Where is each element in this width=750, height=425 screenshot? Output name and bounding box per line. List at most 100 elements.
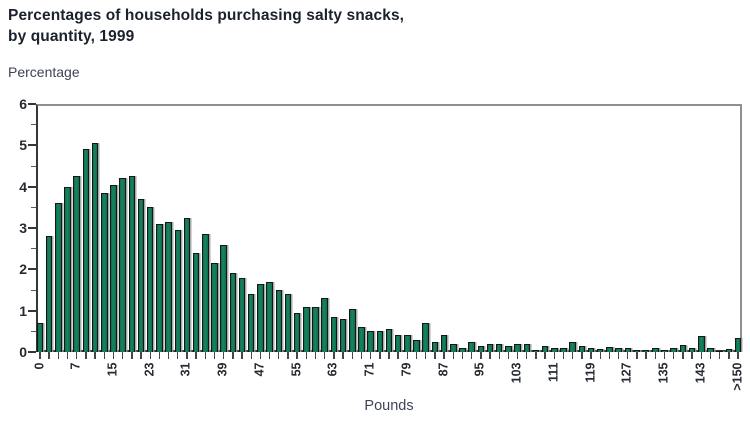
bar — [128, 176, 136, 352]
bar — [321, 298, 328, 352]
plot-area — [36, 104, 742, 352]
x-tick — [388, 352, 390, 359]
bar — [101, 192, 108, 352]
x-tick — [571, 352, 574, 359]
y-tick — [28, 227, 36, 229]
bar — [36, 323, 44, 352]
x-tick — [232, 352, 234, 359]
chart-title-line2: by quantity, 1999 — [8, 28, 135, 45]
bar — [45, 236, 53, 352]
bar — [275, 290, 283, 352]
bar — [312, 306, 319, 352]
x-tick — [195, 352, 197, 359]
x-tick — [535, 352, 537, 359]
y-tick-label: 1 — [19, 302, 27, 319]
bar — [679, 344, 687, 352]
bar — [514, 343, 521, 352]
bar — [202, 234, 209, 352]
y-tick — [28, 268, 36, 271]
y-minor-tick — [31, 248, 36, 250]
x-tick — [351, 352, 353, 359]
x-tick — [507, 352, 510, 359]
x-tick — [278, 352, 280, 359]
x-tick — [158, 352, 161, 359]
x-tick — [470, 352, 473, 359]
x-tick — [406, 352, 409, 359]
bar — [165, 221, 172, 352]
x-tick — [461, 352, 464, 359]
bar — [642, 349, 650, 352]
x-tick — [562, 352, 565, 359]
x-tick — [250, 352, 252, 359]
x-tick — [434, 352, 436, 359]
x-tick — [112, 352, 115, 359]
x-tick — [608, 352, 611, 359]
bar — [192, 252, 200, 352]
bar — [146, 207, 154, 352]
bar — [725, 349, 733, 352]
bar — [578, 345, 586, 352]
bar — [541, 345, 549, 352]
bar — [119, 178, 126, 352]
bar — [652, 347, 659, 352]
bar — [670, 347, 677, 352]
x-tick — [259, 352, 262, 359]
y-axis-title: Percentage — [8, 64, 80, 80]
x-tick — [663, 352, 666, 359]
bar — [716, 350, 723, 352]
x-tick — [452, 352, 454, 359]
bar — [505, 345, 512, 352]
bar — [303, 306, 310, 352]
x-tick — [654, 352, 657, 359]
bar — [82, 149, 90, 352]
x-tick — [213, 352, 216, 359]
bar — [257, 283, 264, 352]
bar — [55, 203, 62, 352]
bar — [707, 347, 714, 352]
y-tick — [28, 103, 36, 105]
x-tick — [76, 352, 78, 359]
x-tick — [397, 352, 399, 359]
x-tick — [360, 352, 363, 359]
x-tick — [103, 352, 105, 359]
bar — [211, 263, 218, 352]
bar — [431, 341, 439, 352]
x-tick — [333, 352, 335, 359]
x-tick — [636, 352, 638, 359]
bar — [137, 199, 145, 352]
x-tick — [682, 352, 684, 359]
x-tick — [581, 352, 583, 359]
bar — [596, 349, 604, 352]
x-tick — [443, 352, 445, 359]
x-tick — [544, 352, 546, 359]
bar — [174, 230, 181, 352]
x-tick — [526, 352, 528, 359]
bar — [486, 343, 494, 352]
chart-title-line1: Percentages of households purchasing sal… — [8, 7, 405, 24]
y-minor-tick — [31, 124, 36, 126]
x-tick — [599, 352, 601, 359]
bar — [734, 337, 742, 352]
bar — [459, 347, 466, 352]
y-tick — [28, 309, 36, 312]
x-tick — [415, 352, 418, 359]
y-minor-tick — [31, 165, 36, 167]
bar — [422, 323, 429, 352]
x-tick — [296, 352, 298, 359]
bar — [624, 347, 632, 352]
bar — [385, 329, 393, 352]
x-tick — [177, 352, 179, 359]
x-tick — [222, 352, 225, 359]
y-tick — [28, 144, 36, 147]
x-tick — [94, 352, 96, 359]
y-tick — [28, 351, 36, 353]
bar — [339, 318, 347, 352]
bar — [349, 308, 356, 352]
y-minor-tick — [31, 330, 36, 332]
bar — [606, 346, 613, 352]
y-minor-tick — [31, 206, 36, 208]
y-tick-label: 5 — [19, 137, 27, 154]
x-tick — [140, 352, 142, 359]
x-tick — [627, 352, 629, 359]
